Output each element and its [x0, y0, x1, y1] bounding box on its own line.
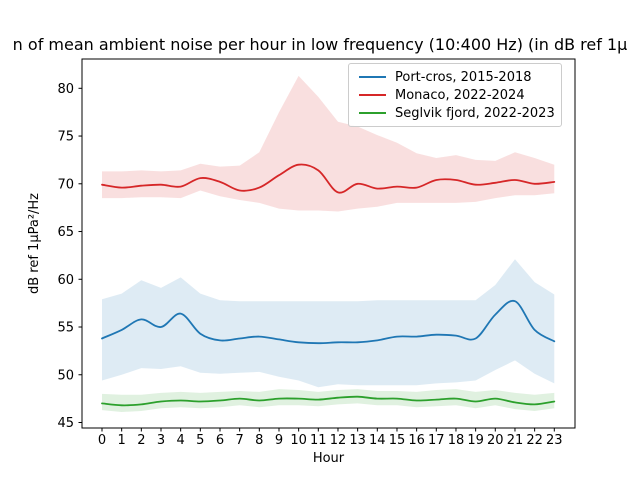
y-tick-label: 60 — [57, 273, 74, 288]
x-tick-label: 19 — [467, 433, 484, 448]
y-tick-label: 65 — [57, 225, 74, 240]
legend-line-swatch-blue — [359, 76, 386, 78]
x-tick-label: 23 — [546, 433, 563, 448]
x-tick-label: 1 — [118, 433, 126, 448]
x-tick-label: 7 — [236, 433, 244, 448]
y-tick-label: 55 — [57, 321, 74, 336]
legend-entry-seglvik: Seglvik fjord, 2022-2023 — [357, 104, 555, 122]
x-tick-label: 8 — [255, 433, 263, 448]
y-tick-label: 70 — [57, 177, 74, 192]
x-tick-label: 4 — [177, 433, 185, 448]
x-tick-label: 3 — [157, 433, 165, 448]
mean-line — [101, 395, 556, 407]
y-axis-label: dB ref 1μPa²/Hz — [27, 193, 42, 294]
legend-label: Monaco, 2022-2024 — [395, 87, 525, 103]
x-tick-label: 22 — [526, 433, 543, 448]
x-tick-label: 5 — [196, 433, 204, 448]
y-tick-label: 50 — [57, 368, 74, 383]
x-tick-label: 10 — [290, 433, 307, 448]
legend: Port-cros, 2015-2018 Monaco, 2022-2024 S… — [348, 63, 562, 127]
legend-label: Port-cros, 2015-2018 — [395, 69, 532, 85]
legend-label: Seglvik fjord, 2022-2023 — [395, 105, 555, 121]
x-tick-label: 17 — [428, 433, 445, 448]
x-tick-label: 6 — [216, 433, 224, 448]
confidence-band — [102, 259, 555, 388]
legend-entry-monaco: Monaco, 2022-2024 — [357, 86, 553, 104]
x-tick-label: 11 — [310, 433, 327, 448]
confidence-band — [102, 75, 555, 212]
confidence-band — [102, 389, 555, 412]
legend-line-swatch-green — [359, 112, 386, 114]
y-tick-label: 75 — [57, 130, 74, 145]
x-tick-label: 13 — [349, 433, 366, 448]
legend-line-swatch-red — [359, 94, 386, 96]
chart-title: n of mean ambient noise per hour in low … — [12, 35, 628, 54]
mean-line — [101, 163, 556, 194]
legend-entry-port-cros: Port-cros, 2015-2018 — [357, 68, 553, 86]
x-tick-label: 2 — [137, 433, 145, 448]
x-tick-label: 0 — [98, 433, 106, 448]
x-tick-label: 14 — [369, 433, 386, 448]
x-axis-label: Hour — [313, 451, 345, 466]
y-tick-label: 80 — [57, 82, 74, 97]
x-tick-label: 12 — [330, 433, 347, 448]
x-tick-label: 16 — [408, 433, 425, 448]
x-tick-label: 21 — [507, 433, 524, 448]
y-tick-label: 45 — [57, 416, 74, 431]
x-tick-label: 18 — [448, 433, 465, 448]
x-tick-label: 15 — [389, 433, 406, 448]
mean-line — [101, 299, 556, 345]
x-tick-label: 9 — [275, 433, 283, 448]
axes-spines — [81, 58, 576, 429]
x-tick-label: 20 — [487, 433, 504, 448]
